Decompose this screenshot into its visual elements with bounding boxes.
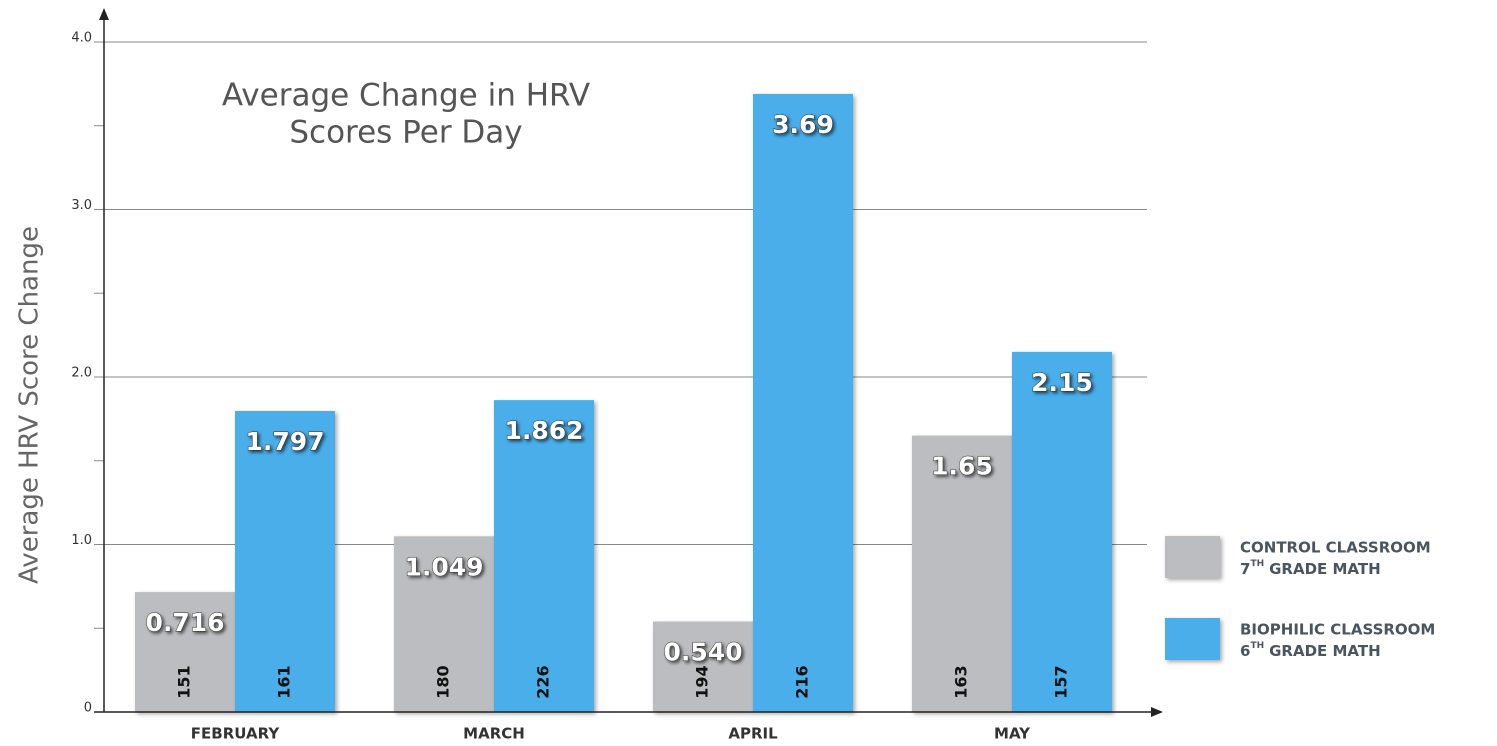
- legend-detail-part: TH: [1250, 641, 1264, 651]
- bar: [135, 592, 235, 712]
- x-tick-label: FEBRUARY: [191, 725, 281, 743]
- value-label: 3.69: [772, 110, 834, 139]
- x-tick-label: APRIL: [728, 725, 778, 743]
- legend-swatch: [1165, 618, 1220, 660]
- y-axis-label: Average HRV Score Change: [15, 226, 45, 584]
- value-label: 1.862: [504, 416, 583, 445]
- value-label: 1.049: [404, 552, 483, 581]
- y-tick-label: 3.0: [71, 198, 92, 213]
- value-label: 1.797: [245, 427, 324, 456]
- bar: [753, 93, 853, 713]
- y-tick-label: 4.0: [71, 31, 92, 46]
- legend-detail-part: 7: [1240, 560, 1250, 578]
- legend-detail-part: 6: [1240, 642, 1250, 660]
- bar: [494, 400, 594, 712]
- value-label: 2.15: [1031, 368, 1093, 397]
- legend-detail-part: TH: [1250, 559, 1264, 569]
- bar: [912, 435, 1012, 712]
- x-tick-label: MARCH: [463, 725, 525, 743]
- count-label: 216: [793, 665, 812, 698]
- y-tick-label: 1.0: [71, 533, 92, 548]
- x-tick-label: MAY: [994, 725, 1031, 743]
- count-label: 180: [434, 665, 453, 698]
- y-tick-label: 2.0: [71, 366, 92, 381]
- legend-detail-part: GRADE MATH: [1269, 642, 1381, 660]
- x-axis-arrow: [1151, 707, 1163, 717]
- y-tick-label: 0: [84, 701, 92, 716]
- legend-detail: 6TH GRADE MATH: [1240, 641, 1381, 660]
- legend-label: CONTROL CLASSROOM: [1240, 539, 1431, 557]
- bar: [235, 411, 335, 712]
- bar: [653, 621, 753, 712]
- legend-label: BIOPHILIC CLASSROOM: [1240, 621, 1435, 639]
- count-label: 157: [1052, 665, 1071, 698]
- bar: [1012, 351, 1112, 712]
- count-label: 161: [275, 665, 294, 698]
- legend-swatch: [1165, 536, 1220, 578]
- chart-title: Scores Per Day: [289, 115, 522, 151]
- count-label: 194: [693, 665, 712, 698]
- value-label: 0.540: [663, 638, 742, 667]
- y-axis-arrow: [99, 8, 109, 20]
- count-label: 151: [175, 665, 194, 698]
- count-label: 226: [534, 665, 553, 698]
- value-label: 1.65: [931, 452, 993, 481]
- value-label: 0.716: [145, 608, 224, 637]
- chart-title: Average Change in HRV: [222, 78, 590, 114]
- count-label: 163: [952, 665, 971, 698]
- bar: [394, 536, 494, 712]
- legend-detail: 7TH GRADE MATH: [1240, 559, 1381, 578]
- legend-detail-part: GRADE MATH: [1269, 560, 1381, 578]
